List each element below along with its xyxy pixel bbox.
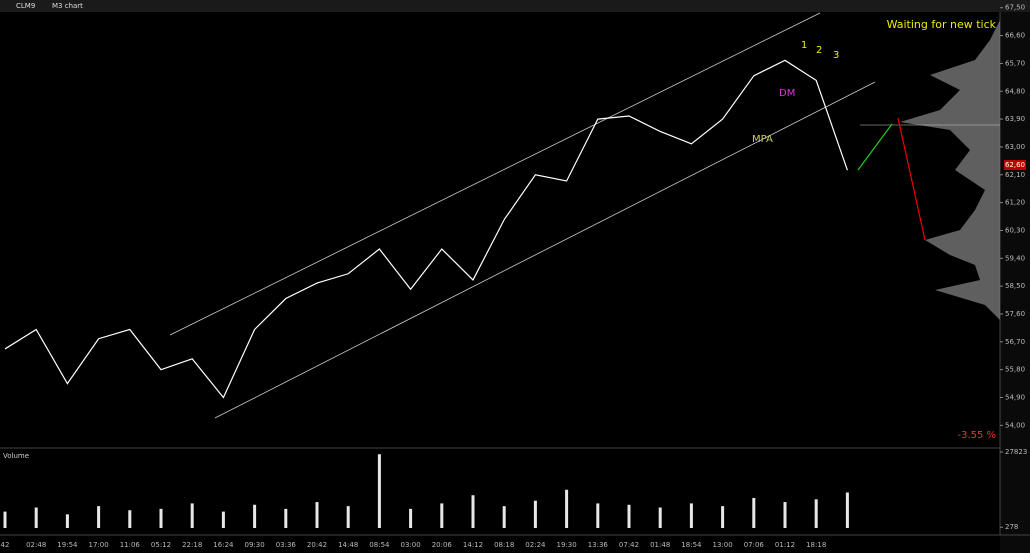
annotation: 1 <box>801 40 807 51</box>
y-tick-label: 27823 <box>1005 448 1027 456</box>
volume-bar <box>502 506 506 528</box>
y-tick-label: 61,20 <box>1005 199 1025 207</box>
y-tick-label: 63,00 <box>1005 143 1025 151</box>
volume-bar <box>565 489 569 528</box>
volume-bar <box>658 507 662 528</box>
volume-bar <box>409 508 413 528</box>
x-tick-label: 14:48 <box>338 541 358 549</box>
y-tick-label: 59,40 <box>1005 254 1025 262</box>
annotation: DM <box>779 88 795 99</box>
x-tick-label: 18:18 <box>806 541 826 549</box>
volume-bar <box>471 495 475 528</box>
symbol[interactable]: CLM9 <box>16 2 35 10</box>
volume-profile <box>900 20 1000 320</box>
volume-bar <box>596 503 600 528</box>
volume-bar <box>34 507 38 528</box>
volume-bar <box>284 508 288 528</box>
y-tick-label: 67,50 <box>1005 4 1025 12</box>
x-tick-label: 03:00 <box>401 541 421 549</box>
x-tick-label: 07:06 <box>744 541 765 549</box>
channel-line <box>169 12 821 336</box>
y-tick-label: 62,10 <box>1005 171 1025 179</box>
volume-bar <box>845 492 849 528</box>
x-tick-label: 01:12 <box>775 541 795 549</box>
x-tick-label: 20:42 <box>307 541 327 549</box>
volume-bar <box>814 499 818 528</box>
x-tick-label: 05:12 <box>151 541 171 549</box>
x-tick-label: 20:06 <box>432 541 453 549</box>
axis-panel <box>1000 12 1030 553</box>
x-tick-label: 03:36 <box>276 541 297 549</box>
volume-bar <box>190 503 194 528</box>
x-tick-label: 17:00 <box>89 541 109 549</box>
volume-bar <box>721 506 725 528</box>
x-tick-label: 02:24 <box>525 541 546 549</box>
toolbar <box>0 0 1030 12</box>
volume-bar <box>627 504 631 528</box>
annotation: 2 <box>816 45 822 56</box>
annotation: MPA <box>752 134 773 145</box>
channel-line <box>214 81 876 419</box>
x-tick-label: 19:54 <box>57 541 78 549</box>
arrow-down <box>897 117 926 241</box>
x-tick-label: 14:12 <box>463 541 483 549</box>
volume-bar <box>253 504 257 528</box>
y-tick-label: 60,30 <box>1005 226 1025 234</box>
y-tick-label: 63,90 <box>1005 115 1025 123</box>
x-tick-label: 08:18 <box>494 541 514 549</box>
y-tick-label: 64,80 <box>1005 87 1025 95</box>
volume-bar <box>65 514 69 528</box>
x-tick-label: 01:48 <box>650 541 670 549</box>
price-line <box>4 59 848 399</box>
volume-bar <box>128 510 132 528</box>
last-price-box <box>1004 160 1026 170</box>
x-tick-label: 08:54 <box>369 541 390 549</box>
x-tick-label: 13:00 <box>713 541 733 549</box>
volume-bar <box>346 506 350 528</box>
volume-bar <box>221 511 225 528</box>
volume-bar <box>3 511 7 528</box>
volume-bar <box>440 503 444 528</box>
volume-bar <box>159 508 163 528</box>
y-tick-label: 278 <box>1005 523 1018 531</box>
x-tick-label: 18:54 <box>681 541 702 549</box>
x-tick-label: 16:24 <box>213 541 234 549</box>
volume-bar <box>533 500 537 528</box>
volume-title: Volume <box>3 452 29 460</box>
x-tick-label: 07:42 <box>619 541 639 549</box>
status-text: Waiting for new tick <box>887 18 997 31</box>
x-tick-label: 13:36 <box>588 541 609 549</box>
last-price: 62,60 <box>1005 161 1025 169</box>
x-tick-label: 19:30 <box>557 541 577 549</box>
x-tick-label: 02:48 <box>26 541 46 549</box>
volume-bar <box>783 502 787 528</box>
volume-bar <box>377 454 381 528</box>
volume-bar <box>315 502 319 528</box>
volume-bar <box>752 497 756 528</box>
x-tick-label: 22:18 <box>182 541 202 549</box>
chart-name[interactable]: M3 chart <box>52 2 83 10</box>
annotation: 3 <box>833 50 839 61</box>
volume-bar <box>97 506 101 528</box>
y-tick-label: 65,70 <box>1005 59 1025 67</box>
volume-bar <box>689 503 693 528</box>
y-tick-label: 57,60 <box>1005 310 1025 318</box>
arrow-up <box>857 123 893 171</box>
y-tick-label: 55,80 <box>1005 366 1025 374</box>
y-tick-label: 58,50 <box>1005 282 1025 290</box>
x-tick-label: 11:06 <box>120 541 141 549</box>
x-tick-label: 42 <box>1 541 10 549</box>
y-tick-label: 66,60 <box>1005 32 1025 40</box>
y-tick-label: 56,70 <box>1005 338 1025 346</box>
y-tick-label: 54,90 <box>1005 394 1025 402</box>
y-tick-label: 54,00 <box>1005 421 1025 429</box>
x-tick-label: 09:30 <box>245 541 265 549</box>
change-label: -3.55 % <box>957 430 996 441</box>
